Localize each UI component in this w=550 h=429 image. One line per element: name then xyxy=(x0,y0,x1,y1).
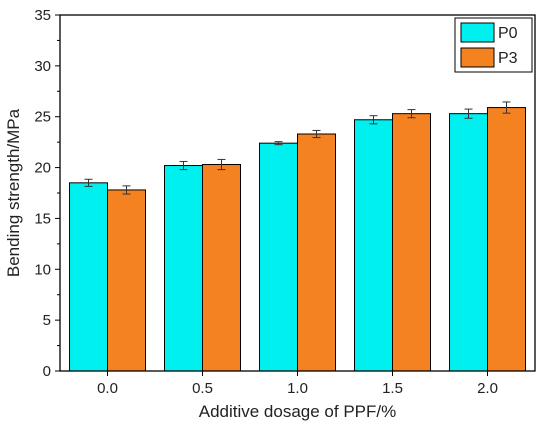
error-bar-p3-1.5 xyxy=(407,109,416,119)
bar-p0-2.0 xyxy=(449,113,488,372)
error-bars-layer xyxy=(84,101,511,195)
x-tick-label-0.5: 0.5 xyxy=(192,380,213,397)
y-tick-label-20: 20 xyxy=(34,160,51,177)
bars-layer xyxy=(69,107,526,372)
x-tick-label-0.0: 0.0 xyxy=(97,380,118,397)
y-tick-label-10: 10 xyxy=(34,261,51,278)
y-tick-label-25: 25 xyxy=(34,109,51,126)
error-bar-p0-2.0 xyxy=(464,108,473,119)
y-axis-title: Bending strength/MPa xyxy=(4,108,23,277)
y-tick-label-5: 5 xyxy=(43,312,51,329)
error-bar-p3-1.0 xyxy=(312,129,321,139)
bar-p0-0.0 xyxy=(69,182,108,372)
x-axis-title: Additive dosage of PPF/% xyxy=(199,402,397,421)
legend-swatch-p0 xyxy=(460,22,495,43)
tick-labels-layer: 0.0 0.5 1.0 1.5 2.0 0 5 10 15 20 25 30 35 xyxy=(34,7,498,397)
error-bar-p0-0.0 xyxy=(84,178,93,187)
bar-p0-1.0 xyxy=(259,142,298,372)
legend: P0 P3 xyxy=(454,17,533,73)
legend-label-p3: P3 xyxy=(498,50,518,67)
x-tick-label-1.5: 1.5 xyxy=(382,380,403,397)
y-tick-label-30: 30 xyxy=(34,58,51,75)
bar-p3-2.0 xyxy=(487,107,526,372)
y-tick-label-35: 35 xyxy=(34,7,51,24)
x-tick-label-1.0: 1.0 xyxy=(287,380,308,397)
y-tick-label-0: 0 xyxy=(43,363,51,380)
error-bar-p0-0.5 xyxy=(179,160,188,171)
bar-p3-1.0 xyxy=(297,133,336,372)
x-tick-label-2.0: 2.0 xyxy=(477,380,498,397)
bar-p0-0.5 xyxy=(164,165,203,372)
y-tick-label-15: 15 xyxy=(34,210,51,227)
bar-p3-0.5 xyxy=(202,164,241,372)
bar-p3-0.0 xyxy=(107,189,146,372)
legend-label-p0: P0 xyxy=(498,25,518,42)
ticks-layer xyxy=(55,14,488,376)
error-bar-p3-0.5 xyxy=(217,158,226,171)
error-bar-p0-1.0 xyxy=(274,141,283,146)
bar-p3-1.5 xyxy=(392,113,431,372)
error-bar-p0-1.5 xyxy=(369,115,378,125)
error-bar-p3-0.0 xyxy=(122,185,131,195)
error-bar-p3-2.0 xyxy=(502,101,511,114)
legend-swatch-p3 xyxy=(460,47,495,68)
bar-p0-1.5 xyxy=(354,119,393,372)
